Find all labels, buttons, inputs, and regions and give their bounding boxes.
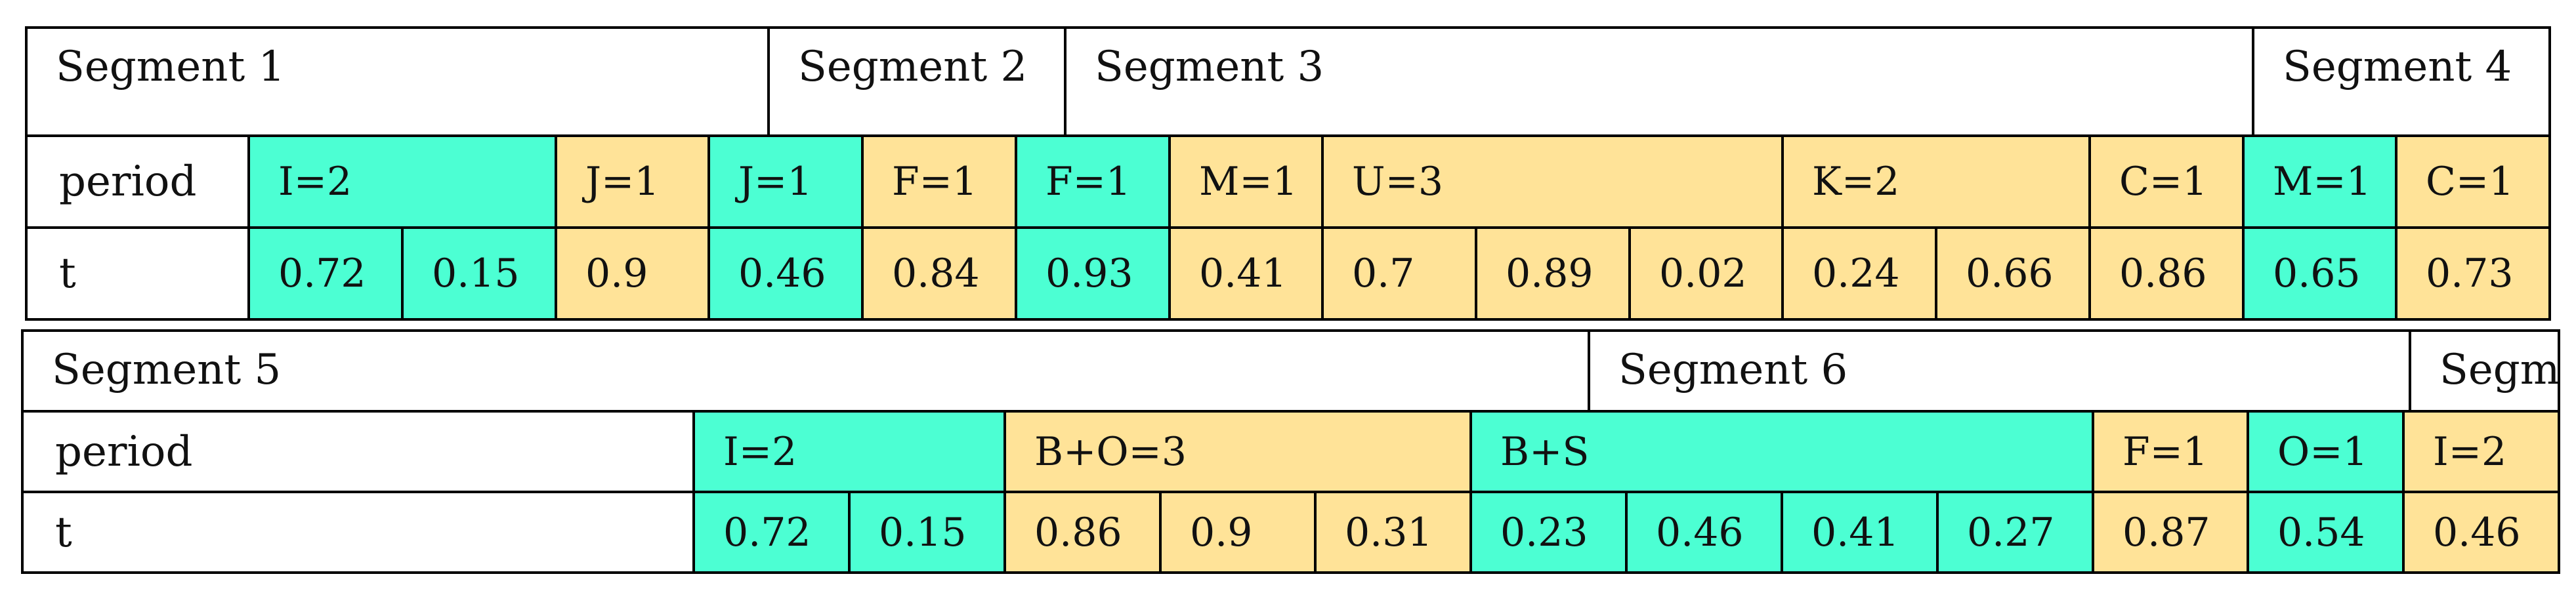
t-value-cell: 0.87 <box>2092 491 2249 574</box>
period-cell: C=1 <box>2088 134 2245 229</box>
t-value-cell: 0.86 <box>2088 226 2245 321</box>
segment-header: Segment 3 <box>1064 26 2254 137</box>
period-cell: J=1 <box>555 134 710 229</box>
t-value-cell: 0.9 <box>1159 491 1317 574</box>
period-cell: F=1 <box>861 134 1017 229</box>
t-value-cell: 0.7 <box>1321 226 1477 321</box>
segment-header: Segment 2 <box>767 26 1066 137</box>
period-cell: M=1 <box>1168 134 1324 229</box>
period-cell: U=3 <box>1321 134 1784 229</box>
t-value-cell: 0.46 <box>1625 491 1783 574</box>
t-value-cell: 0.15 <box>848 491 1006 574</box>
t-value-cell: 0.84 <box>861 226 1017 321</box>
t-value-cell: 0.54 <box>2247 491 2405 574</box>
period-cell: J=1 <box>707 134 864 229</box>
period-cell: B+S <box>1469 410 2094 493</box>
segment-header: Segment 7 <box>2409 329 2560 413</box>
period-cell: B+O=3 <box>1003 410 1472 493</box>
period-cell: K=2 <box>1781 134 2091 229</box>
period-row-label: period <box>25 134 250 229</box>
t-value-cell: 0.46 <box>707 226 864 321</box>
t-value-cell: 0.72 <box>247 226 404 321</box>
t-value-cell: 0.66 <box>1935 226 2091 321</box>
segment-header: Segment 1 <box>25 26 770 137</box>
period-cell: C=1 <box>2395 134 2551 229</box>
t-value-cell: 0.73 <box>2395 226 2551 321</box>
period-cell: F=1 <box>1015 134 1171 229</box>
t-value-cell: 0.93 <box>1015 226 1171 321</box>
t-value-cell: 0.72 <box>692 491 851 574</box>
segment-header: Segment 4 <box>2252 26 2551 137</box>
t-value-cell: 0.24 <box>1781 226 1937 321</box>
period-cell: M=1 <box>2242 134 2397 229</box>
t-row-label: t <box>21 491 695 574</box>
period-cell: O=1 <box>2247 410 2405 493</box>
t-value-cell: 0.15 <box>401 226 557 321</box>
t-value-cell: 0.41 <box>1168 226 1324 321</box>
t-value-cell: 0.23 <box>1469 491 1628 574</box>
period-row-label: period <box>21 410 695 493</box>
t-value-cell: 0.31 <box>1314 491 1472 574</box>
t-value-cell: 0.27 <box>1936 491 2094 574</box>
segment-header: Segment 6 <box>1588 329 2411 413</box>
t-value-cell: 0.46 <box>2402 491 2560 574</box>
t-row-label: t <box>25 226 250 321</box>
period-cell: I=2 <box>692 410 1006 493</box>
t-value-cell: 0.41 <box>1781 491 1939 574</box>
t-value-cell: 0.9 <box>555 226 710 321</box>
period-cell: I=2 <box>247 134 557 229</box>
t-value-cell: 0.86 <box>1003 491 1162 574</box>
t-value-cell: 0.02 <box>1628 226 1784 321</box>
segment-header: Segment 5 <box>21 329 1590 413</box>
t-value-cell: 0.65 <box>2242 226 2397 321</box>
period-cell: F=1 <box>2092 410 2249 493</box>
t-value-cell: 0.89 <box>1475 226 1631 321</box>
period-cell: I=2 <box>2402 410 2560 493</box>
